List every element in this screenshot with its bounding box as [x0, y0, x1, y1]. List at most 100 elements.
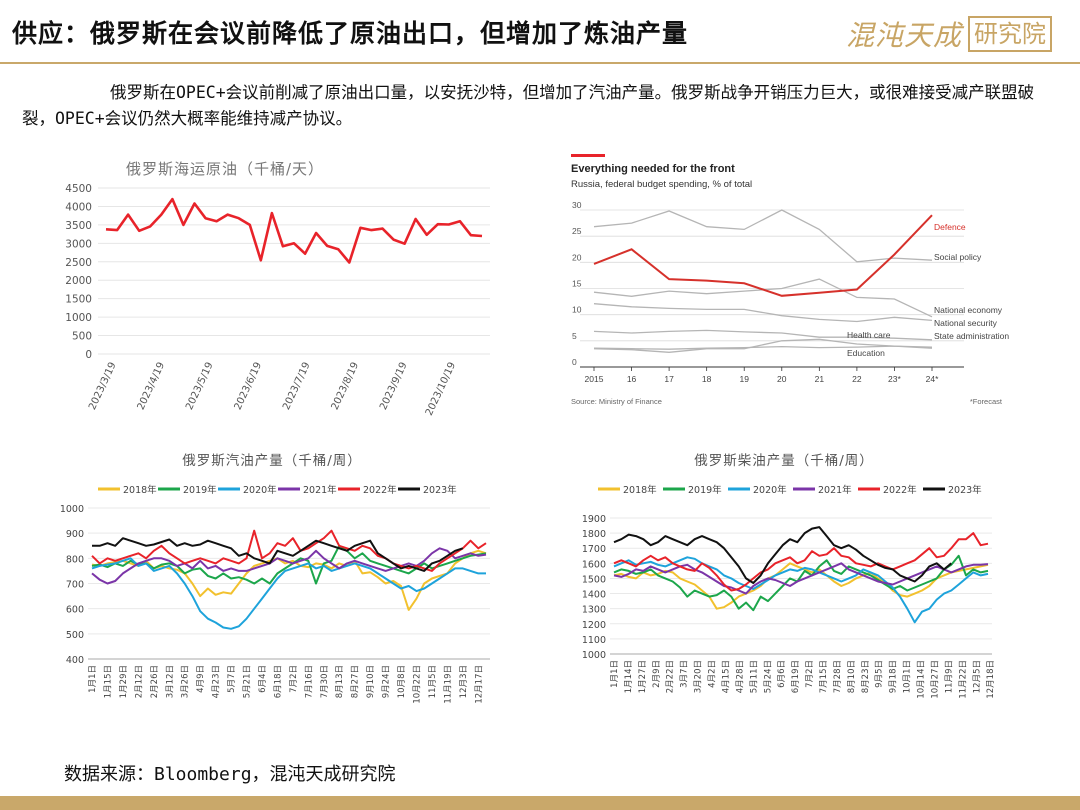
- series-label: Education: [847, 348, 885, 358]
- legend-label: 2022年: [363, 484, 397, 496]
- x-tick-label: 22: [852, 374, 862, 384]
- y-tick-label: 30: [572, 200, 582, 210]
- series-line-2022年: [91, 529, 487, 572]
- legend-label: 2018年: [623, 484, 657, 496]
- legend-label: 2023年: [423, 484, 457, 496]
- series-line-2019年: [613, 554, 989, 612]
- legend-label: 2021年: [818, 484, 852, 496]
- legend-label: 2022年: [883, 484, 917, 496]
- x-tick-label: 5月24日: [763, 660, 773, 693]
- x-tick-label: 2月26日: [150, 665, 160, 698]
- y-tick-label: 1700: [582, 544, 606, 555]
- x-tick-label: 11月19日: [443, 665, 453, 704]
- x-tick-label: 2023/4/19: [136, 361, 168, 412]
- x-tick-label: 4月23日: [212, 665, 222, 698]
- x-tick-label: 3月26日: [181, 665, 191, 698]
- x-tick-label: 2月22日: [666, 660, 676, 693]
- y-tick-label: 10: [572, 305, 582, 315]
- x-tick-label: 7月16日: [304, 665, 314, 698]
- forecast-note: *Forecast: [970, 397, 1003, 406]
- series-line-defence: [593, 214, 933, 297]
- legend-label: 2020年: [753, 484, 787, 496]
- y-tick-label: 0: [85, 349, 92, 361]
- x-tick-label: 12月17日: [474, 665, 484, 704]
- series-line-2023年: [613, 526, 952, 584]
- x-tick-label: 10月22日: [412, 665, 422, 704]
- series-line-national-economy: [593, 278, 933, 318]
- chart-svg: 俄罗斯汽油产量（千桶/周） 2018年 2019年 2020年 2021年 2022年 20…: [60, 453, 490, 704]
- x-tick-label: 18: [702, 374, 712, 384]
- x-tick-label: 21: [815, 374, 825, 384]
- legend-label: 2020年: [243, 484, 277, 496]
- y-tick-label: 20: [572, 252, 582, 262]
- x-tick-label: 6月19日: [791, 660, 801, 693]
- x-tick-label: 7月2日: [289, 665, 299, 693]
- chart-svg: Everything needed for the front Russia, f…: [571, 154, 1009, 406]
- chart-russia-budget-spending: Everything needed for the front Russia, f…: [560, 150, 1020, 414]
- x-tick-label: 5月21日: [243, 665, 253, 698]
- x-tick-label: 7月2日: [805, 660, 815, 688]
- y-tick-label: 1500: [65, 294, 92, 306]
- header: 供应：俄罗斯在会议前降低了原油出口，但增加了炼油产量 混沌天成 研究院: [0, 0, 1080, 62]
- page-title: 供应：俄罗斯在会议前降低了原油出口，但增加了炼油产量: [12, 19, 689, 48]
- y-tick-label: 900: [66, 529, 84, 540]
- x-tick-label: 2月12日: [134, 665, 144, 698]
- x-tick-label: 10月14日: [917, 660, 927, 699]
- x-tick-label: 2023/9/19: [378, 361, 410, 412]
- legend-label: 2019年: [688, 484, 722, 496]
- series-line-state-administration: [593, 329, 933, 341]
- x-tick-label: 7月15日: [819, 660, 829, 693]
- series-label: Social policy: [934, 252, 982, 262]
- x-tick-label: 2023/3/19: [87, 361, 119, 412]
- y-tick-label: 400: [66, 655, 84, 666]
- x-tick-label: 10月1日: [903, 660, 913, 693]
- y-tick-label: 1900: [582, 514, 606, 525]
- x-tick-label: 19: [739, 374, 749, 384]
- chart-title: 俄罗斯汽油产量（千桶/周）: [182, 453, 362, 469]
- y-tick-label: 5: [572, 331, 577, 341]
- y-tick-label: 25: [572, 226, 582, 236]
- x-tick-label: 8月23日: [861, 660, 871, 693]
- x-tick-label: 1月1日: [610, 660, 620, 688]
- y-tick-label: 600: [66, 605, 84, 616]
- x-tick-label: 10月27日: [930, 660, 940, 699]
- x-tick-label: 4月9日: [196, 665, 206, 693]
- series-label: National economy: [934, 305, 1003, 315]
- x-tick-label: 24*: [926, 374, 939, 384]
- legend-label: 2023年: [948, 484, 982, 496]
- y-tick-label: 700: [66, 580, 84, 591]
- x-tick-label: 4月15日: [721, 660, 731, 693]
- chart-svg: 俄罗斯柴油产量（千桶/周） 2018年 2019年 2020年 2021年 2022年 20…: [582, 453, 996, 699]
- x-tick-label: 11月5日: [428, 665, 438, 698]
- series-line-2019年: [91, 544, 487, 585]
- x-tick-label: 1月1日: [88, 665, 98, 693]
- x-tick-label: 3月7日: [680, 660, 690, 688]
- x-tick-label: 2023/8/19: [330, 361, 362, 412]
- y-tick-label: 1000: [582, 650, 606, 661]
- x-tick-label: 8月10日: [847, 660, 857, 693]
- legend-label: 2021年: [303, 484, 337, 496]
- chart-title: 俄罗斯海运原油（千桶/天）: [126, 160, 324, 178]
- y-tick-label: 1000: [60, 504, 84, 515]
- series-line-social-policy: [593, 209, 933, 263]
- series-line-2020年: [91, 557, 486, 630]
- x-tick-label: 2月9日: [652, 660, 662, 688]
- header-divider: [0, 62, 1080, 64]
- y-tick-label: 1500: [582, 574, 606, 585]
- chart-source: Source: Ministry of Finance: [571, 397, 662, 406]
- x-tick-label: 6月4日: [258, 665, 268, 693]
- x-tick-label: 3月20日: [694, 660, 704, 693]
- y-tick-label: 4500: [65, 183, 92, 195]
- x-tick-label: 16: [627, 374, 637, 384]
- x-tick-label: 23*: [888, 374, 901, 384]
- y-tick-label: 15: [572, 279, 582, 289]
- series-line-crude: [105, 197, 483, 264]
- description-text: 俄罗斯在OPEC+会议前削减了原油出口量，以安抚沙特，但增加了汽油产量。俄罗斯战…: [22, 83, 1035, 128]
- x-tick-label: 10月8日: [397, 665, 407, 698]
- x-tick-label: 11月22日: [958, 660, 968, 699]
- y-tick-label: 1400: [582, 590, 606, 601]
- chart-svg: 俄罗斯海运原油（千桶/天） 0 500 1000 1500 2000 2500 3000 350…: [65, 160, 490, 418]
- x-tick-label: 9月5日: [875, 660, 885, 688]
- x-tick-label: 9月18日: [889, 660, 899, 693]
- chart-title: Everything needed for the front: [571, 163, 735, 175]
